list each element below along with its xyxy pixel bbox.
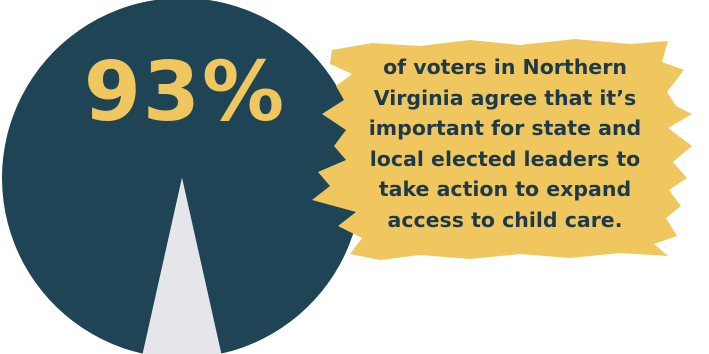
caption-line: Virginia agree that it’s <box>373 85 637 110</box>
caption-line: access to child care. <box>387 207 623 232</box>
caption-line: local elected leaders to <box>369 146 641 171</box>
pie-slice-minor <box>142 178 222 354</box>
pie-slice-major <box>2 0 362 354</box>
brush-shape <box>312 39 692 260</box>
percentage-label: 93% <box>83 45 287 140</box>
caption-line: of voters in Northern <box>383 55 627 79</box>
caption-text: of voters in Northern Virginia agree tha… <box>340 52 670 235</box>
caption-line: important for state and <box>368 116 642 140</box>
caption-line: take action to expand <box>378 177 632 201</box>
